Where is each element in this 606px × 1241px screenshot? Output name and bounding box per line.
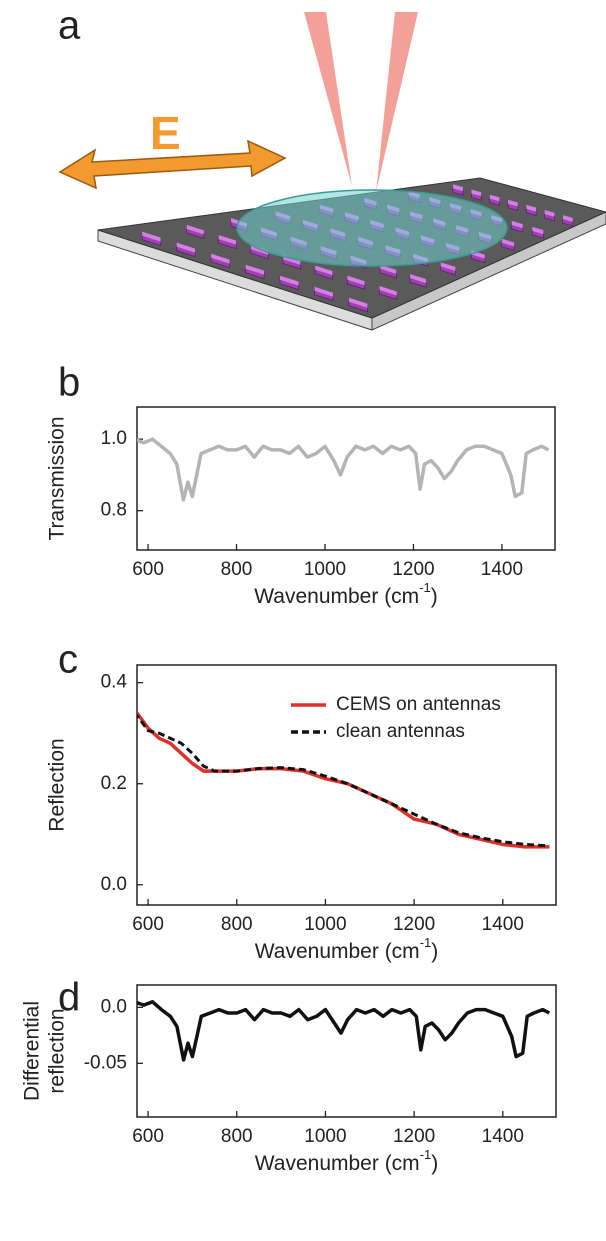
antenna	[440, 262, 456, 271]
antenna	[544, 209, 555, 217]
unit-exponent: -1	[419, 580, 431, 595]
y-axis-label: Transmission	[46, 416, 69, 540]
y-tick-label: 0.8	[101, 500, 127, 521]
x-tick-label: 800	[221, 1126, 253, 1147]
antenna	[218, 235, 237, 245]
x-tick-label: 1400	[481, 559, 523, 580]
x-axis-label: Wavenumber (cm-1)	[254, 580, 438, 607]
x-axis-label: Wavenumber (cm-1)	[255, 935, 439, 962]
antenna	[348, 297, 368, 308]
y-tick-label: -0.05	[84, 1052, 127, 1073]
data-line	[137, 713, 550, 848]
y-tick-label: 1.0	[101, 428, 127, 449]
chart: b 600 800 1000 1200 1400 0.8 1.0 Wavenumber (cm-…	[46, 361, 556, 608]
antenna	[347, 275, 365, 286]
antenna	[211, 253, 230, 264]
chart: d 600 800 1000 1200 1400 -0.05 0.0 Wavenumber (c…	[21, 976, 557, 1175]
antenna	[511, 220, 523, 229]
y-tick-label: 0.4	[101, 672, 128, 693]
antenna	[526, 204, 537, 212]
antenna	[315, 265, 333, 276]
x-axis-label: Wavenumber (cm-1)	[255, 1147, 439, 1174]
legend-label: clean antennas	[336, 721, 465, 742]
x-tick-label: 1200	[392, 559, 434, 580]
data-line	[137, 1000, 551, 1062]
antenna	[489, 194, 500, 202]
y-axis-label: Reflection	[46, 738, 69, 831]
x-tick-label: 1000	[304, 914, 346, 935]
x-tick-label: 600	[132, 559, 164, 580]
illustration: E a	[58, 4, 606, 331]
antenna	[142, 231, 161, 242]
x-tick-label: 600	[132, 1126, 164, 1147]
beam	[304, 12, 352, 186]
unit-exponent: -1	[420, 1147, 432, 1162]
antenna	[532, 226, 544, 235]
antenna	[176, 242, 196, 253]
antenna	[279, 275, 299, 286]
y-tick-label: 0.0	[101, 874, 127, 895]
antenna	[379, 285, 397, 296]
x-tick-label: 800	[221, 559, 253, 580]
x-tick-label: 600	[132, 914, 164, 935]
x-tick-label: 1400	[482, 914, 524, 935]
x-tick-label: 1400	[482, 1126, 524, 1147]
x-tick-label: 1200	[393, 914, 435, 935]
chart: c 600 800 1000 1200 1400 0.0 0.2 0.4 Wavenumber (…	[46, 638, 557, 963]
x-tick-label: 800	[221, 914, 253, 935]
antenna	[501, 238, 515, 247]
x-axis-label-part: Wavenumber (cm	[255, 1152, 420, 1175]
panel-label: b	[58, 361, 80, 405]
antenna	[380, 264, 397, 274]
droplet	[236, 189, 508, 267]
data-line	[137, 437, 550, 502]
antenna	[410, 274, 427, 284]
x-axis-label-part: )	[431, 940, 438, 963]
x-tick-label: 1000	[304, 1126, 346, 1147]
antenna	[245, 264, 265, 275]
y-tick-label: 0.0	[101, 996, 127, 1017]
antenna	[471, 189, 482, 197]
legend-label: CEMS on antennas	[336, 694, 501, 715]
x-axis-label-part: )	[431, 1152, 438, 1175]
antenna	[186, 224, 204, 235]
x-axis-label-part: Wavenumber (cm	[254, 585, 419, 608]
x-axis-label-part: Wavenumber (cm	[255, 940, 420, 963]
y-axis-label: reflection	[46, 1008, 69, 1093]
y-tick-label: 0.2	[101, 773, 127, 794]
unit-exponent: -1	[420, 935, 432, 950]
x-axis-label-part: )	[431, 585, 438, 608]
antenna	[453, 184, 463, 192]
beam	[376, 12, 418, 192]
plot-frame	[136, 984, 557, 1118]
antenna	[562, 215, 573, 222]
x-tick-label: 1200	[393, 1126, 435, 1147]
y-axis-label: Differential	[21, 1001, 44, 1101]
plot-frame	[136, 406, 556, 551]
panel-label: c	[58, 638, 78, 682]
field-label: E	[150, 107, 181, 159]
plot-frame	[136, 664, 557, 906]
x-tick-label: 1000	[304, 559, 346, 580]
panel-label: a	[58, 4, 81, 48]
antenna	[314, 286, 334, 297]
antenna	[507, 199, 518, 207]
panel-label: d	[58, 976, 80, 1020]
field-arrow	[58, 139, 287, 190]
